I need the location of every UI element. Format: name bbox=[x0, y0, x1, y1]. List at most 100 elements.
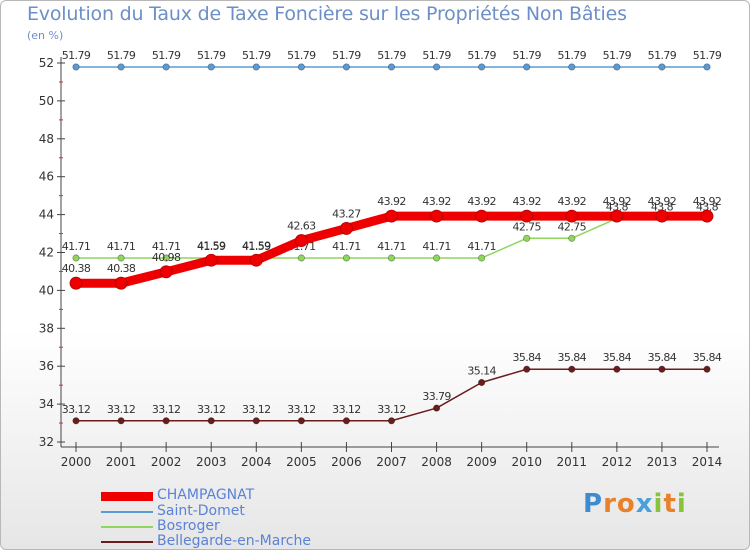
data-label-saint-domet: 51.79 bbox=[422, 49, 451, 62]
y-tick-label: 40 bbox=[39, 283, 54, 297]
data-point-bellegarde-en-marche bbox=[387, 417, 396, 425]
logo-letter: i bbox=[653, 489, 664, 519]
data-point-saint-domet bbox=[387, 63, 396, 71]
data-label-saint-domet: 51.79 bbox=[693, 49, 722, 62]
data-point-champagnat bbox=[610, 209, 624, 223]
data-label-saint-domet: 51.79 bbox=[332, 49, 361, 62]
data-label-champagnat: 43.92 bbox=[603, 195, 632, 208]
data-label-champagnat: 43.92 bbox=[693, 195, 722, 208]
data-label-saint-domet: 51.79 bbox=[287, 49, 316, 62]
x-tick-label: 2004 bbox=[241, 455, 272, 469]
data-label-bosroger: 43.8 bbox=[696, 200, 719, 213]
legend-label-champagnat: CHAMPAGNAT bbox=[157, 487, 255, 503]
data-label-bellegarde-en-marche: 35.14 bbox=[467, 364, 496, 377]
data-label-bosroger: 42.75 bbox=[512, 220, 541, 233]
data-point-saint-domet bbox=[613, 63, 621, 71]
y-axis-unit-label: (en %) bbox=[27, 29, 64, 42]
data-point-bellegarde-en-marche bbox=[297, 417, 305, 425]
data-point-bosroger bbox=[432, 254, 441, 262]
logo-letter: o bbox=[616, 489, 636, 519]
data-label-saint-domet: 51.79 bbox=[512, 49, 541, 62]
data-label-saint-domet: 51.79 bbox=[152, 49, 181, 62]
x-tick-label: 2002 bbox=[151, 455, 182, 469]
data-label-saint-domet: 51.79 bbox=[467, 49, 496, 62]
data-point-champagnat bbox=[565, 209, 579, 223]
data-point-champagnat bbox=[430, 209, 443, 223]
data-label-bellegarde-en-marche: 33.12 bbox=[287, 403, 316, 416]
x-tick-label: 2008 bbox=[421, 455, 452, 469]
y-tick-label: 38 bbox=[39, 321, 54, 335]
data-label-saint-domet: 51.79 bbox=[62, 49, 91, 62]
data-point-saint-domet bbox=[162, 63, 170, 71]
y-tick-label: 44 bbox=[39, 208, 54, 222]
data-point-champagnat bbox=[294, 234, 308, 247]
data-point-bosroger bbox=[478, 254, 486, 262]
data-label-champagnat: 43.92 bbox=[558, 195, 587, 208]
data-point-champagnat bbox=[520, 209, 534, 223]
x-tick-label: 2003 bbox=[196, 455, 227, 469]
data-label-bellegarde-en-marche: 33.12 bbox=[197, 403, 226, 416]
x-tick-label: 2011 bbox=[557, 455, 588, 469]
data-point-bellegarde-en-marche bbox=[117, 417, 125, 425]
y-tick-label: 48 bbox=[39, 132, 54, 146]
data-label-champagnat: 41.59 bbox=[197, 239, 226, 252]
data-label-bellegarde-en-marche: 33.12 bbox=[107, 403, 136, 416]
legend-swatch-bellegarde bbox=[101, 541, 153, 543]
x-tick-label: 2005 bbox=[286, 455, 317, 469]
y-tick-label: 42 bbox=[39, 246, 54, 260]
data-point-bellegarde-en-marche bbox=[523, 365, 531, 373]
data-point-bellegarde-en-marche bbox=[658, 365, 666, 373]
data-point-bellegarde-en-marche bbox=[432, 404, 441, 412]
data-point-saint-domet bbox=[658, 63, 666, 71]
data-point-champagnat bbox=[249, 253, 263, 267]
data-label-bosroger: 43.8 bbox=[651, 200, 674, 213]
x-tick-label: 2013 bbox=[647, 455, 678, 469]
data-point-bosroger bbox=[297, 254, 305, 262]
data-label-champagnat: 41.59 bbox=[242, 239, 271, 252]
data-point-saint-domet bbox=[252, 63, 260, 71]
logo-letter: x bbox=[635, 489, 654, 519]
data-label-champagnat: 43.92 bbox=[467, 195, 496, 208]
data-point-champagnat bbox=[69, 276, 83, 290]
data-point-saint-domet bbox=[342, 63, 351, 71]
logo-letter: P bbox=[583, 489, 604, 519]
data-label-champagnat: 43.92 bbox=[422, 195, 451, 208]
data-point-bellegarde-en-marche bbox=[342, 417, 351, 425]
data-label-bellegarde-en-marche: 35.84 bbox=[558, 351, 587, 364]
data-point-champagnat bbox=[340, 222, 353, 235]
data-point-saint-domet bbox=[568, 63, 576, 71]
data-label-bosroger: 41.71 bbox=[62, 240, 91, 253]
data-point-bosroger bbox=[387, 254, 396, 262]
data-point-bosroger bbox=[523, 234, 531, 242]
y-tick-label: 50 bbox=[39, 94, 54, 108]
data-label-bosroger: 42.75 bbox=[558, 220, 587, 233]
data-label-saint-domet: 51.79 bbox=[242, 49, 271, 62]
x-tick-label: 2012 bbox=[602, 455, 633, 469]
legend-label-bosroger: Bosroger bbox=[157, 518, 220, 534]
data-label-bellegarde-en-marche: 33.12 bbox=[62, 403, 91, 416]
chart-title: Evolution du Taux de Taxe Foncière sur l… bbox=[27, 3, 627, 25]
data-point-champagnat bbox=[114, 276, 128, 290]
data-label-bosroger: 41.71 bbox=[332, 240, 361, 253]
y-tick-label: 32 bbox=[39, 435, 54, 449]
data-label-champagnat: 40.38 bbox=[107, 262, 136, 275]
data-label-champagnat: 40.38 bbox=[62, 262, 91, 275]
x-tick-label: 2014 bbox=[692, 455, 723, 469]
data-label-bosroger: 41.59 bbox=[242, 240, 271, 253]
data-label-bosroger: 41.71 bbox=[422, 240, 451, 253]
data-label-saint-domet: 51.79 bbox=[377, 49, 406, 62]
logo-letter: i bbox=[676, 489, 687, 519]
data-point-bellegarde-en-marche bbox=[703, 365, 711, 373]
data-label-bellegarde-en-marche: 35.84 bbox=[648, 351, 677, 364]
legend-label-saint-domet: Saint-Domet bbox=[157, 503, 245, 519]
data-point-bosroger bbox=[342, 254, 351, 262]
data-point-champagnat bbox=[655, 209, 669, 223]
logo-letter: t bbox=[663, 489, 677, 519]
data-label-champagnat: 43.92 bbox=[648, 195, 677, 208]
data-point-champagnat bbox=[204, 253, 218, 267]
data-label-bosroger: 41.71 bbox=[377, 240, 406, 253]
data-label-champagnat: 43.27 bbox=[332, 207, 361, 220]
data-label-bosroger: 41.71 bbox=[107, 240, 136, 253]
